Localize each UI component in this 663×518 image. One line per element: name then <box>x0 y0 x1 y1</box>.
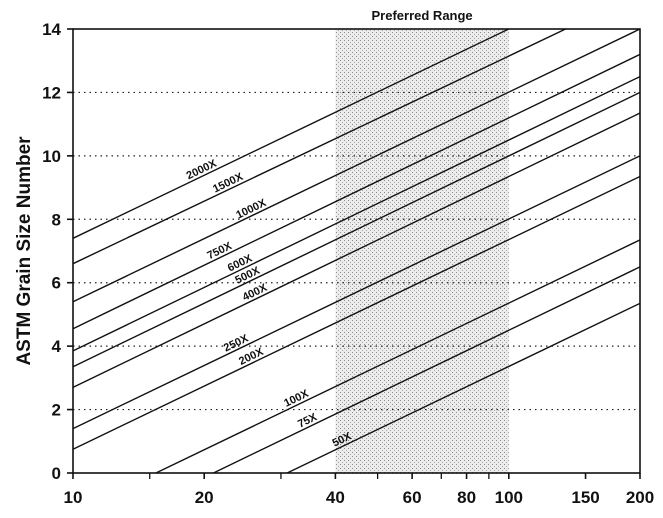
x-tick-label-200: 200 <box>626 488 654 507</box>
series-line-50x <box>286 302 641 474</box>
series-line-750x <box>72 53 641 330</box>
y-axis-title: ASTM Grain Size Number <box>14 136 35 366</box>
preferred-range-layer <box>335 29 509 473</box>
series-line-1000x <box>72 28 641 303</box>
series-label-400x: 400X <box>241 281 270 303</box>
x-tick-label-10: 10 <box>64 488 83 507</box>
x-tick-label-20: 20 <box>195 488 214 507</box>
series-label-1500x: 1500X <box>211 171 245 196</box>
series-layer <box>72 28 641 474</box>
series-label-2000x: 2000X <box>185 157 219 182</box>
y-tick-label-8: 8 <box>52 210 61 229</box>
plot-frame <box>72 28 641 474</box>
y-tick-label-14: 14 <box>42 20 61 39</box>
series-line-2000x <box>72 28 510 239</box>
x-tick-label-40: 40 <box>326 488 345 507</box>
y-tick-label-6: 6 <box>52 274 61 293</box>
series-line-500x <box>72 91 641 368</box>
series-line-100x <box>155 239 641 474</box>
series-line-75x <box>213 266 641 474</box>
series-line-1500x <box>72 28 566 265</box>
y-tick-label-4: 4 <box>52 337 62 356</box>
y-tick-label-0: 0 <box>52 464 61 483</box>
series-label-250x: 250X <box>222 332 251 354</box>
series-label-1000x: 1000X <box>234 197 268 222</box>
x-tick-label-150: 150 <box>571 488 599 507</box>
y-tick-label-2: 2 <box>52 401 61 420</box>
series-label-200x: 200X <box>237 346 266 368</box>
series-label-100x: 100X <box>282 387 311 409</box>
series-line-250x <box>72 155 641 430</box>
x-tick-label-100: 100 <box>495 488 523 507</box>
x-tick-label-60: 60 <box>403 488 422 507</box>
series-line-400x <box>72 112 641 389</box>
axes-frame-layer <box>67 28 641 479</box>
series-line-200x <box>72 175 641 450</box>
series-label-750x: 750X <box>205 240 234 262</box>
preferred-range-label: Preferred Range <box>372 8 473 23</box>
y-tick-label-10: 10 <box>42 147 61 166</box>
series-line-600x <box>72 75 641 352</box>
y-tick-label-12: 12 <box>42 83 61 102</box>
preferred-range-shading <box>335 29 509 473</box>
x-tick-label-80: 80 <box>457 488 476 507</box>
